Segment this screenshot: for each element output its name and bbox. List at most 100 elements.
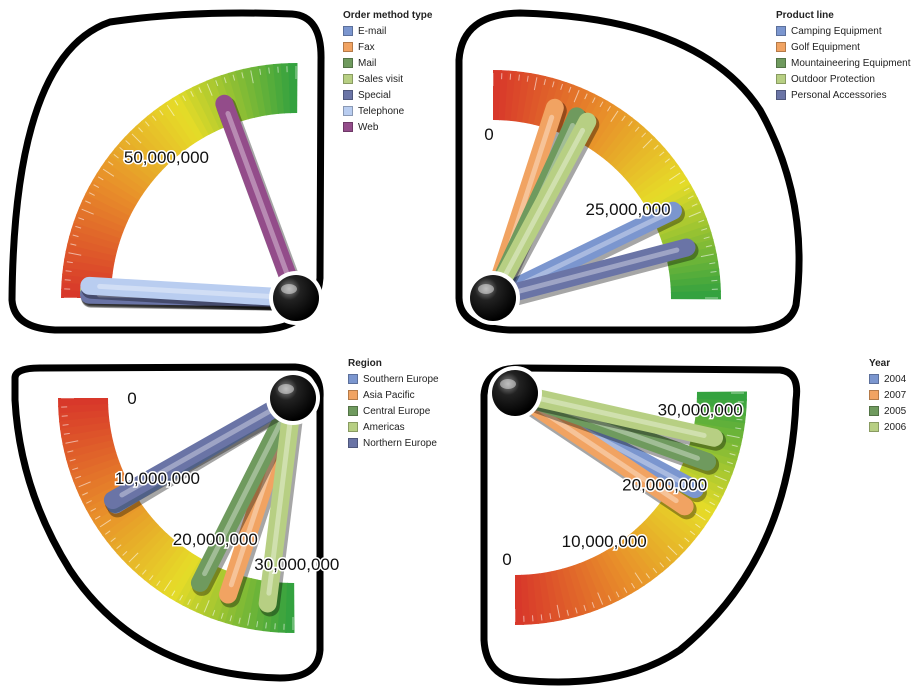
legend-item: Personal Accessories (776, 87, 911, 103)
legend-label: Outdoor Protection (791, 73, 875, 85)
hub (273, 275, 319, 321)
gauge-3: 0 10,000,000 20,000,000 30,000,000 (11, 363, 341, 682)
scale-label: 10,000,000 (115, 469, 200, 488)
scale-label: 30,000,000 (658, 400, 743, 419)
legend-label: Northern Europe (363, 437, 437, 449)
needle-central-europe (190, 389, 305, 596)
needle-web (215, 94, 308, 311)
scale-label: 0 (484, 125, 493, 144)
legend-label: 2005 (884, 405, 907, 417)
needle-outdoor-protection (484, 112, 600, 311)
legend-item: E-mail (343, 23, 432, 39)
legend-label: E-mail (358, 25, 387, 37)
legend-item: 2004 (869, 371, 906, 387)
legend-swatch (776, 74, 786, 84)
hub (470, 275, 516, 321)
needles (506, 384, 727, 520)
legend-label: Americas (363, 421, 405, 433)
legend-label: Central Europe (363, 405, 431, 417)
legend-order-method-type: Order method type E-mail Fax Mail Sales vis… (343, 10, 432, 135)
needle-personal-accessories (484, 238, 699, 311)
legend-item: Golf Equipment (776, 39, 911, 55)
gauge-ticks (61, 397, 294, 630)
gauge-4: 0 10,000,000 20,000,000 30,000,000 (480, 364, 801, 686)
gauge-2: 0 25,000,000 (455, 9, 803, 334)
needles (80, 94, 308, 311)
legend-label: Web (358, 121, 379, 133)
scale-label: 0 (502, 550, 511, 569)
gauge-ticks (514, 392, 744, 622)
legend-swatch (869, 406, 879, 416)
legend-label: 2007 (884, 389, 907, 401)
legend-label: Mountaineering Equipment (791, 57, 911, 69)
legend-label: 2004 (884, 373, 907, 385)
legend-item: Telephone (343, 103, 432, 119)
needle-northern-europe (103, 389, 305, 514)
legend-item: Fax (343, 39, 432, 55)
legend-label: Fax (358, 41, 375, 53)
legend-swatch (343, 26, 353, 36)
legend-swatch (343, 58, 353, 68)
legend-product-line: Product line Camping Equipment Golf Equip… (776, 10, 911, 103)
legend-swatch (348, 406, 358, 416)
needles (103, 389, 305, 617)
legend-swatch (348, 390, 358, 400)
legend-item: Americas (348, 419, 439, 435)
legend-year: Year 2004 2007 2005 2006 (869, 358, 906, 435)
legend-label: Golf Equipment (791, 41, 860, 53)
needle-americas (258, 389, 305, 617)
legend-label: Camping Equipment (791, 25, 882, 37)
legend-swatch (343, 90, 353, 100)
legend-item: 2005 (869, 403, 906, 419)
hub (270, 375, 316, 421)
legend-swatch (343, 42, 353, 52)
legend-swatch (869, 374, 879, 384)
legend-item: Mail (343, 55, 432, 71)
needle-telephone (80, 276, 308, 311)
needles (484, 98, 699, 311)
legend-title: Product line (776, 10, 834, 21)
legend-item: Southern Europe (348, 371, 439, 387)
legend-swatch (343, 106, 353, 116)
legend-label: Asia Pacific (363, 389, 415, 401)
legend-swatch (869, 390, 879, 400)
legend-item: Asia Pacific (348, 387, 439, 403)
legend-swatch (776, 42, 786, 52)
scale-label: 20,000,000 (622, 475, 707, 494)
legend-label: Mail (358, 57, 377, 69)
legend-swatch (348, 422, 358, 432)
legend-swatch (348, 374, 358, 384)
legend-region: Region Southern Europe Asia Pacific Centra… (348, 358, 439, 451)
legend-title: Region (348, 358, 382, 369)
legend-label: Southern Europe (363, 373, 439, 385)
legend-item: Camping Equipment (776, 23, 911, 39)
scale-label: 0 (127, 389, 136, 408)
legend-swatch (776, 26, 786, 36)
legend-item: Outdoor Protection (776, 71, 911, 87)
legend-item: Web (343, 119, 432, 135)
legend-label: Telephone (358, 105, 405, 117)
legend-item: Central Europe (348, 403, 439, 419)
legend-item: 2007 (869, 387, 906, 403)
gauge-ticks (492, 73, 718, 299)
legend-item: Northern Europe (348, 435, 439, 451)
legend-title: Order method type (343, 10, 433, 21)
hub (492, 370, 538, 416)
legend-item: 2006 (869, 419, 906, 435)
legend-swatch (343, 122, 353, 132)
legend-item: Special (343, 87, 432, 103)
legend-swatch (343, 74, 353, 84)
scale-label: 30,000,000 (254, 555, 339, 574)
gauge-ticks (64, 66, 297, 299)
scale-label: 50,000,000 (124, 148, 209, 167)
legend-swatch (348, 438, 358, 448)
scale-label: 10,000,000 (562, 532, 647, 551)
legend-label: Personal Accessories (791, 89, 887, 101)
legend-swatch (776, 58, 786, 68)
scale-label: 25,000,000 (585, 200, 670, 219)
legend-item: Sales visit (343, 71, 432, 87)
legend-swatch (869, 422, 879, 432)
legend-label: Sales visit (358, 73, 404, 85)
scale-label: 20,000,000 (173, 530, 258, 549)
